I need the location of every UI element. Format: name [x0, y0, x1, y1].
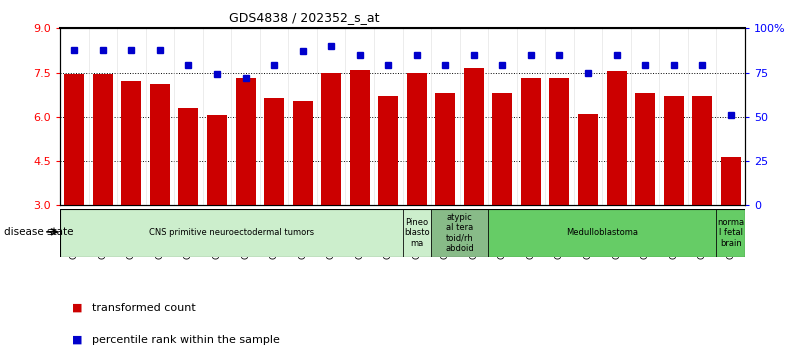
Text: CNS primitive neuroectodermal tumors: CNS primitive neuroectodermal tumors: [149, 228, 314, 237]
Bar: [264, 98, 284, 205]
Bar: [350, 70, 370, 205]
Bar: [692, 96, 712, 205]
Text: Medulloblastoma: Medulloblastoma: [566, 228, 638, 237]
Bar: [402, 209, 431, 257]
Bar: [321, 73, 341, 205]
Bar: [663, 96, 683, 205]
Bar: [606, 71, 626, 205]
Text: transformed count: transformed count: [92, 303, 196, 313]
Bar: [378, 96, 398, 205]
Text: Pineo
blasto
ma: Pineo blasto ma: [404, 218, 429, 248]
Bar: [235, 79, 256, 205]
Bar: [64, 74, 84, 205]
Bar: [521, 79, 541, 205]
Text: norma
l fetal
brain: norma l fetal brain: [717, 218, 744, 248]
Text: ■: ■: [72, 303, 83, 313]
Text: disease state: disease state: [4, 227, 74, 237]
Bar: [435, 93, 455, 205]
Bar: [578, 114, 598, 205]
Bar: [431, 209, 488, 257]
Bar: [635, 93, 655, 205]
Bar: [93, 74, 113, 205]
Bar: [207, 115, 227, 205]
Bar: [488, 209, 716, 257]
Text: atypic
al tera
toid/rh
abdoid: atypic al tera toid/rh abdoid: [445, 213, 474, 253]
Bar: [407, 73, 427, 205]
Bar: [122, 81, 142, 205]
Text: percentile rank within the sample: percentile rank within the sample: [92, 335, 280, 345]
Bar: [716, 209, 745, 257]
Bar: [179, 108, 199, 205]
Text: GDS4838 / 202352_s_at: GDS4838 / 202352_s_at: [229, 11, 380, 24]
Bar: [150, 84, 170, 205]
Bar: [493, 93, 513, 205]
Bar: [464, 68, 484, 205]
Bar: [549, 79, 570, 205]
Bar: [60, 209, 402, 257]
Bar: [292, 101, 312, 205]
Bar: [721, 156, 741, 205]
Text: ■: ■: [72, 335, 83, 345]
